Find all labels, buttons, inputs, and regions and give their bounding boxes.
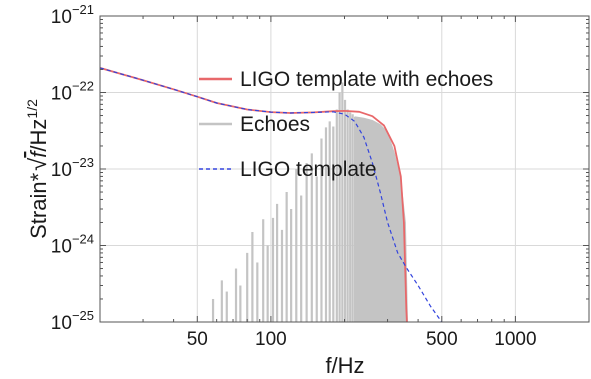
- x-axis-title: f/Hz: [325, 353, 364, 378]
- y-axis-title-prefix: Strain: [26, 181, 51, 238]
- legend-item-ligo-with-echoes: LIGO template with echoes: [199, 68, 493, 91]
- y-axis-title-var: f: [26, 149, 51, 158]
- legend-label: LIGO template: [240, 158, 377, 181]
- x-tick-label: 50: [187, 329, 208, 350]
- sqrt-icon: √: [25, 157, 52, 171]
- x-tick-label: 100: [255, 329, 287, 350]
- legend-item-ligo-template: LIGO template: [199, 158, 377, 181]
- legend-item-echoes: Echoes: [199, 113, 310, 136]
- x-tick-label: 500: [426, 329, 458, 350]
- y-tick-label: 10−23: [51, 155, 94, 181]
- legend: LIGO template with echoes Echoes LIGO temp…: [199, 68, 493, 181]
- legend-label: LIGO template with echoes: [240, 68, 493, 91]
- x-tick-label: 1000: [494, 329, 536, 350]
- y-tick-label: 10−22: [51, 79, 94, 105]
- y-tick-label: 10−25: [51, 308, 94, 334]
- tick-labels: 50 100 500 1000 10−25 10−24 10−23 10−22 10−21: [51, 2, 537, 350]
- legend-label: Echoes: [240, 113, 310, 136]
- series-layer: [100, 67, 443, 322]
- echo-band: [354, 116, 409, 322]
- ticks: [99, 15, 590, 323]
- svg-text:Strain*√f/Hz1/2: Strain*√f/Hz1/2: [24, 99, 52, 239]
- y-tick-label: 10−24: [51, 232, 94, 258]
- y-tick-label: 10−21: [51, 2, 94, 28]
- y-axis-title: Strain*√f/Hz1/2: [24, 99, 52, 239]
- y-axis-title-suffix: /Hz: [26, 119, 51, 152]
- series-ligo-template-line: [100, 67, 443, 322]
- y-axis-title-exp: 1/2: [24, 99, 40, 119]
- y-axis-title-star: *: [26, 172, 51, 181]
